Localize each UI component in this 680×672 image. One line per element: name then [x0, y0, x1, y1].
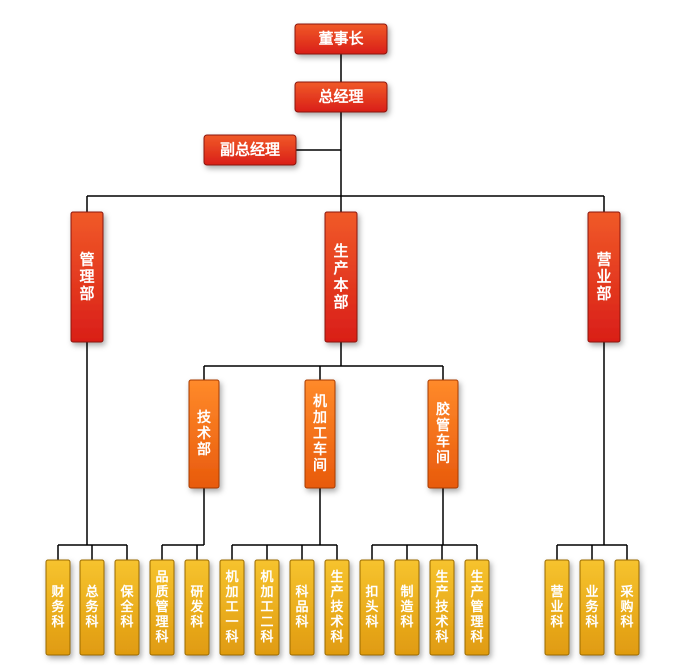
leaf-label: 总务科 [85, 584, 99, 629]
leaf-label: 生产管理科 [470, 569, 483, 644]
leaf-label: 业务科 [585, 584, 599, 629]
leaf: 业务科 [580, 560, 604, 655]
leaf-label: 机加工一科 [224, 569, 238, 644]
leaf: 生产技术科 [430, 560, 454, 655]
subdiv-hosews-label: 胶管车间 [436, 401, 450, 465]
leaf: 采购科 [615, 560, 639, 655]
leaf-label: 生产技术科 [329, 569, 344, 644]
leaf: 保全科 [115, 560, 139, 655]
node-gm-label: 总经理 [318, 88, 363, 106]
leaf-label: 财务科 [51, 584, 65, 629]
subdiv-machws: 机加工车间 [305, 380, 335, 488]
leaf: 机加工一科 [220, 560, 244, 655]
leaf-label: 研发科 [189, 584, 204, 629]
leaf: 扣头科 [360, 560, 384, 655]
leaf-label: 保全科 [119, 584, 134, 629]
subdiv-machws-label: 机加工车间 [312, 393, 327, 473]
leaf: 财务科 [46, 560, 70, 655]
node-chairman: 董事长 [295, 24, 387, 54]
leaf: 总务科 [80, 560, 104, 655]
leaf-label: 科品科 [295, 584, 308, 629]
division-mgmt-label: 管理部 [79, 250, 94, 302]
leaf-label: 制造科 [400, 584, 414, 629]
node-gm: 总经理 [295, 82, 387, 112]
subdiv-hosews: 胶管车间 [428, 380, 458, 488]
leaf: 机加工二科 [255, 560, 279, 655]
leaf: 科品科 [290, 560, 314, 655]
org-chart: 董事长总经理副总经理管理部 生产本部 营业部技术部 机加工车间 胶管车间财务科 总务科 保全… [0, 0, 680, 672]
subdiv-tech: 技术部 [189, 380, 219, 488]
leaf-label: 采购科 [619, 584, 634, 629]
leaf: 研发科 [185, 560, 209, 655]
leaf-label: 生产技术科 [434, 569, 449, 644]
division-sales: 营业部 [588, 212, 620, 342]
leaf-label: 机加工二科 [259, 569, 273, 644]
leaf: 营业科 [545, 560, 569, 655]
leaf: 品质管理科 [150, 560, 174, 655]
leaf-label: 扣头科 [365, 584, 378, 629]
division-prod-label: 生产本部 [333, 242, 348, 311]
leaf: 生产管理科 [465, 560, 489, 655]
division-sales-label: 营业部 [596, 251, 611, 302]
subdiv-tech-label: 技术部 [197, 409, 212, 457]
leaf: 生产技术科 [325, 560, 349, 655]
leaf-label: 品质管理科 [155, 569, 168, 644]
node-chairman-label: 董事长 [318, 30, 364, 48]
leaf: 制造科 [395, 560, 419, 655]
node-dgm: 副总经理 [204, 135, 296, 165]
division-prod: 生产本部 [325, 212, 357, 342]
node-dgm-label: 副总经理 [220, 141, 280, 159]
division-mgmt: 管理部 [71, 212, 103, 342]
leaf-label: 营业科 [550, 584, 563, 629]
